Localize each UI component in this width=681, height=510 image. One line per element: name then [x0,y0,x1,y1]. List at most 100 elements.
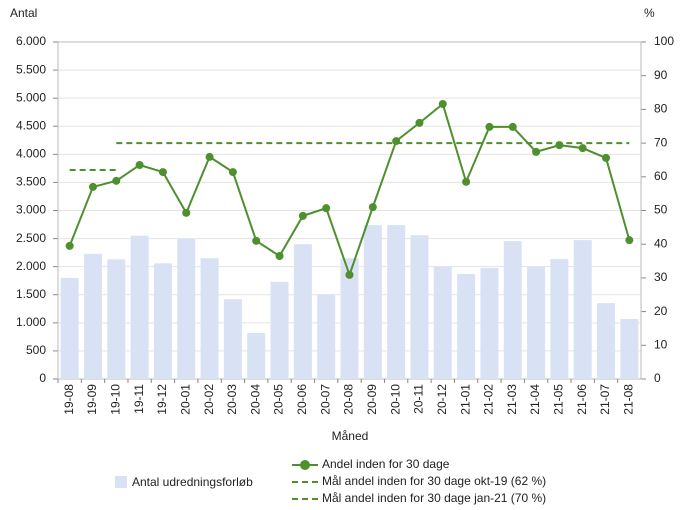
bar [153,263,172,379]
y2-tick-label: 70 [654,135,668,149]
y2-tick-label: 90 [654,68,668,82]
x-tick-label: 19-12 [155,384,169,415]
x-tick-label: 20-04 [248,384,262,415]
bar [527,266,546,379]
point [438,100,447,109]
y-tick-label: 2.500 [16,231,46,245]
point [182,208,191,217]
y-tick-label: 3.500 [16,175,46,189]
y-axis-title: Antal [10,6,37,20]
x-axis-title: Måned [332,429,369,443]
bar [200,258,219,379]
y-tick-label: 3.000 [16,203,46,217]
y2-tick-label: 0 [654,371,661,385]
y-tick-label: 1.000 [16,315,46,329]
x-tick-label: 20-06 [295,384,309,415]
x-tick-label: 19-08 [62,384,76,415]
x-tick-label: 20-08 [342,384,356,415]
point [415,118,424,127]
point [252,236,261,245]
x-tick-label: 20-05 [272,384,286,415]
point [532,147,541,156]
y-tick-label: 0 [39,371,46,385]
y2-axis-title: % [644,6,655,20]
point [345,270,354,279]
bar [480,268,499,379]
bar [387,225,406,379]
y2-tick-label: 20 [654,304,668,318]
bar [597,303,616,379]
point [112,176,121,185]
y-tick-label: 4.000 [16,147,46,161]
bar [340,258,359,379]
x-tick-label: 21-08 [622,384,636,415]
point [298,211,307,220]
y2-tick-label: 40 [654,236,668,250]
point [158,168,167,177]
x-tick-label: 21-06 [575,384,589,415]
bar [107,259,126,379]
x-tick-label: 20-07 [318,384,332,415]
y2-tick-label: 50 [654,203,668,217]
point [228,168,237,177]
point [578,144,587,153]
bar [573,240,592,379]
y-tick-label: 5.000 [16,90,46,104]
y-tick-label: 5.500 [16,62,46,76]
y2-tick-label: 10 [654,337,668,351]
bar [83,253,102,379]
legend-label: Mål andel inden for 30 dage okt-19 (62 %… [322,474,546,488]
y-tick-label: 2.000 [16,259,46,273]
point [205,152,214,161]
y2-tick-label: 80 [654,102,668,116]
legend-marker [300,460,310,470]
point [625,236,634,245]
bar [410,235,429,379]
bar [620,319,639,379]
x-tick-label: 20-12 [435,384,449,415]
x-tick-label: 19-09 [85,384,99,415]
y-tick-label: 4.500 [16,118,46,132]
bar [363,225,382,379]
x-tick-label: 20-09 [365,384,379,415]
x-tick-label: 20-11 [412,384,426,414]
point [135,161,144,170]
x-tick-label: 21-07 [598,384,612,415]
y-tick-label: 1.500 [16,287,46,301]
x-tick-label: 20-10 [388,384,402,415]
bar [503,241,522,379]
bar [60,277,79,379]
x-tick-label: 20-03 [225,384,239,415]
legend-label: Mål andel inden for 30 dage jan-21 (70 %… [322,491,546,505]
x-tick-label: 19-10 [108,384,122,415]
line [68,102,631,278]
bar [247,332,266,379]
bar [223,299,242,379]
point [275,251,284,260]
x-tick-label: 21-02 [482,384,496,415]
y-tick-label: 6.000 [16,34,46,48]
bar [317,294,336,379]
bar [293,244,312,379]
point [88,182,97,191]
point [368,203,377,212]
point [485,122,494,131]
point [462,177,471,186]
x-tick-label: 19-11 [132,384,146,414]
x-tick-label: 20-02 [202,384,216,415]
legend-swatch [115,476,127,488]
bar [270,281,289,379]
bar [433,266,452,379]
legend-label: Antal udredningsforløb [132,475,253,489]
x-tick-label: 21-04 [528,384,542,415]
y2-tick-label: 100 [654,34,674,48]
y2-tick-label: 30 [654,270,668,284]
y2-tick-label: 60 [654,169,668,183]
y-tick-label: 500 [26,343,46,357]
legend-label: Andel inden for 30 dage [322,457,450,471]
point [65,241,74,250]
point [508,122,517,131]
point [322,204,331,213]
bar [550,259,569,379]
